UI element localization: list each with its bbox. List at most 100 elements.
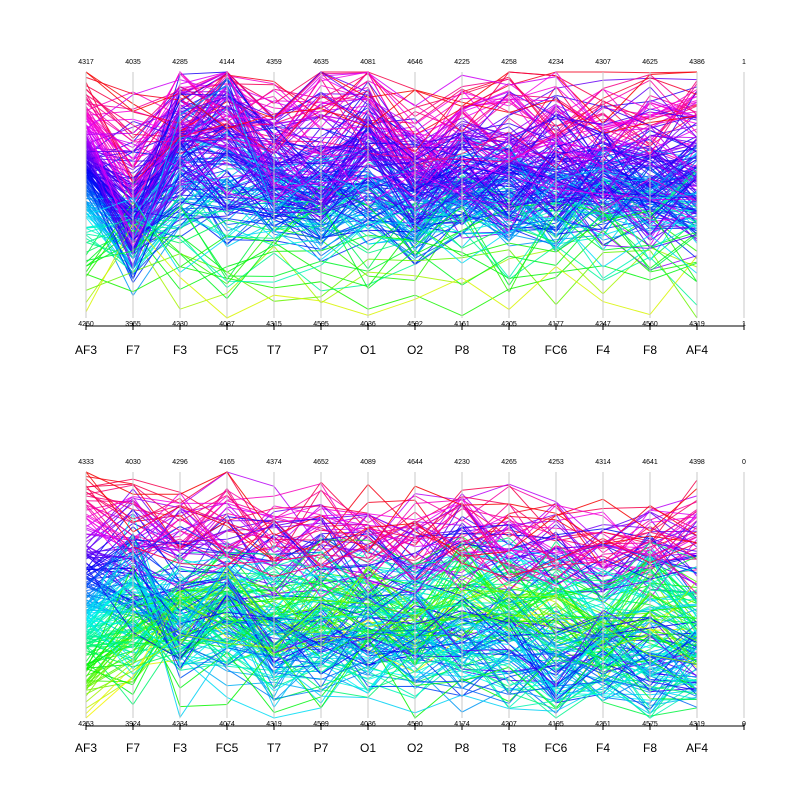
series-line [85, 71, 698, 168]
axis-min-label: 1 [742, 321, 746, 328]
series-line [85, 134, 698, 254]
axis-min-label: 4230 [172, 321, 188, 328]
series-line [85, 171, 698, 252]
axis-min-label: 4315 [266, 321, 282, 328]
series-line [85, 568, 698, 675]
series-line [85, 156, 698, 241]
axis-name-label: AF3 [75, 343, 97, 357]
axis-min-label: 4319 [689, 321, 705, 328]
axis-min-label: 4177 [548, 321, 564, 328]
axis-max-label: 4641 [642, 459, 658, 466]
axis-max-label: 4635 [313, 59, 329, 66]
series-line [85, 222, 698, 319]
series-line [85, 568, 698, 650]
axis-max-label: 4644 [407, 459, 423, 466]
series-line [85, 565, 698, 703]
series-line [85, 540, 698, 645]
series-line [85, 156, 698, 245]
axis-name-label: FC6 [545, 741, 568, 755]
axis-name-label: O2 [407, 343, 423, 357]
series-line [85, 125, 698, 248]
axis-max-label: 4030 [125, 459, 141, 466]
axis-min-label: 4319 [689, 721, 705, 728]
axis-name-label: O1 [360, 343, 376, 357]
axis-max-label: 4230 [454, 459, 470, 466]
axis-name-label: O1 [360, 741, 376, 755]
axis-min-label: 4253 [78, 721, 94, 728]
axis-name-label: T7 [267, 343, 281, 357]
series-line [85, 175, 698, 284]
axis-max-label: 0 [742, 459, 746, 466]
axis-max-label: 4225 [454, 59, 470, 66]
axis-name-label: F3 [173, 741, 187, 755]
series-line [85, 84, 698, 271]
axis-max-label: 4307 [595, 59, 611, 66]
axis-max-label: 4165 [219, 459, 235, 466]
series-line [85, 138, 698, 223]
series-line [85, 566, 698, 701]
series-line [85, 185, 698, 273]
axis-min-label: 4319 [266, 721, 282, 728]
axis-max-label: 4374 [266, 459, 282, 466]
series-line [85, 589, 698, 690]
axis-min-label: 3924 [125, 721, 141, 728]
axis-max-label: 4234 [548, 59, 564, 66]
axis-name-label: O2 [407, 741, 423, 755]
series-line [85, 586, 698, 706]
axis-name-label: T8 [502, 741, 516, 755]
series-line [85, 603, 698, 668]
axis-max-label: 4258 [501, 59, 517, 66]
series-line [85, 145, 698, 245]
axis-min-label: 4174 [454, 721, 470, 728]
axis-name-label: P7 [314, 343, 329, 357]
axis-min-label: 4207 [501, 721, 517, 728]
series-line [85, 207, 698, 283]
series-line [85, 543, 698, 639]
series-line [85, 71, 698, 134]
axis-min-label: 4599 [313, 721, 329, 728]
axis-max-label: 4144 [219, 59, 235, 66]
series-line [85, 485, 698, 579]
series-line [85, 155, 698, 280]
axis-min-label: 4575 [642, 721, 658, 728]
series-line [85, 505, 698, 587]
series-line [85, 152, 698, 250]
axis-name-label: F8 [643, 343, 657, 357]
series-line [85, 71, 698, 134]
series-line [85, 108, 698, 221]
series-line [85, 580, 698, 670]
series-line [85, 71, 698, 159]
axis-name-label: P8 [455, 741, 470, 755]
series-line [85, 575, 698, 695]
axis-min-label: 4036 [360, 721, 376, 728]
series-line [85, 551, 698, 665]
axis-name-label: P7 [314, 741, 329, 755]
axis-min-label: 4234 [172, 721, 188, 728]
axis-max-label: 4035 [125, 59, 141, 66]
series-line [85, 492, 698, 564]
series-line [85, 564, 698, 677]
series-line [85, 617, 698, 709]
series-line [85, 516, 698, 595]
series-line [85, 93, 698, 223]
axis-name-label: AF4 [686, 343, 708, 357]
series-lines [85, 471, 698, 719]
axis-max-label: 4359 [266, 59, 282, 66]
axis-max-label: 4089 [360, 459, 376, 466]
series-line [85, 141, 698, 231]
axis-name-label: T8 [502, 343, 516, 357]
series-line [85, 135, 698, 241]
series-line [85, 161, 698, 242]
axis-min-label: 4074 [219, 721, 235, 728]
axis-min-label: 4251 [595, 721, 611, 728]
axis-max-label: 4386 [689, 59, 705, 66]
series-line [85, 91, 698, 158]
axis-name-label: F7 [126, 741, 140, 755]
series-line [85, 551, 698, 658]
axis-min-label: 3955 [125, 321, 141, 328]
axis-name-label: FC5 [216, 741, 239, 755]
series-line [85, 205, 698, 287]
series-line [85, 508, 698, 595]
axis-name-label: AF4 [686, 741, 708, 755]
